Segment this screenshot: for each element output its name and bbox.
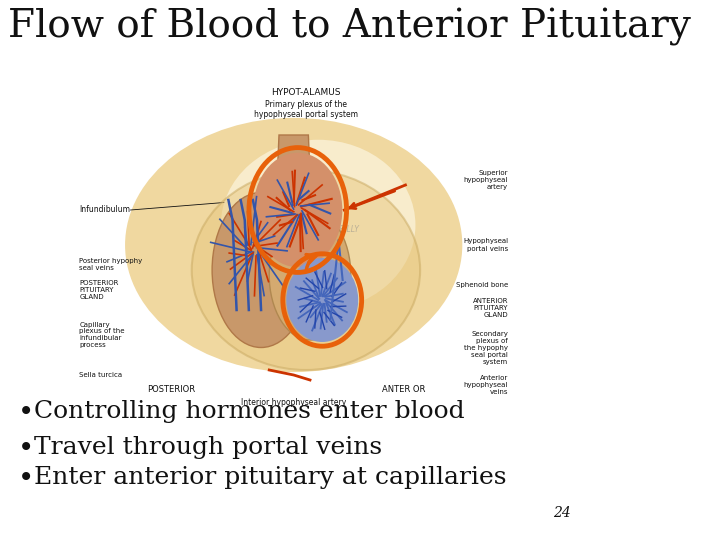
Text: Primary plexus of the
hypophyseal portal system: Primary plexus of the hypophyseal portal… — [254, 100, 358, 119]
Ellipse shape — [192, 170, 420, 370]
Text: Flow of Blood to Anterior Pituitary: Flow of Blood to Anterior Pituitary — [8, 8, 691, 46]
Text: O'REILLY: O'REILLY — [326, 226, 359, 234]
Text: Superior
hypophyseal
artery: Superior hypophyseal artery — [464, 170, 508, 190]
Ellipse shape — [212, 192, 310, 348]
Ellipse shape — [125, 118, 462, 372]
Text: Infundibulum: Infundibulum — [79, 206, 130, 214]
Text: Interior hypophyseal artery: Interior hypophyseal artery — [241, 398, 346, 407]
Text: POSTERIOR: POSTERIOR — [148, 385, 195, 394]
Text: Secondary
plexus of
the hypophy
seal portal
system: Secondary plexus of the hypophy seal por… — [464, 331, 508, 365]
Text: Enter anterior pituitary at capillaries: Enter anterior pituitary at capillaries — [35, 466, 507, 489]
Text: Posterior hypophy
seal veins: Posterior hypophy seal veins — [79, 259, 143, 272]
Ellipse shape — [221, 140, 415, 310]
Text: Sphenoid bone: Sphenoid bone — [456, 282, 508, 288]
Text: •: • — [18, 400, 34, 427]
FancyArrowPatch shape — [306, 254, 316, 269]
Text: Sella turcica: Sella turcica — [79, 372, 122, 378]
Polygon shape — [276, 135, 312, 210]
Text: Travel through portal veins: Travel through portal veins — [35, 436, 382, 459]
Text: HYPOT-ALAMUS: HYPOT-ALAMUS — [271, 88, 341, 97]
Text: ANTER OR: ANTER OR — [382, 385, 426, 394]
Text: •: • — [18, 466, 34, 493]
Text: Hypophyseal
portal veins: Hypophyseal portal veins — [463, 239, 508, 252]
Text: Anterior
hypophyseal
veins: Anterior hypophyseal veins — [464, 375, 508, 395]
Text: Capillary
plexus of the
infundibular
process: Capillary plexus of the infundibular pro… — [79, 321, 125, 348]
Ellipse shape — [269, 210, 351, 340]
Bar — [78, 80, 510, 390]
Ellipse shape — [253, 153, 342, 267]
Text: POSTERIOR
PITUITARY
GLAND: POSTERIOR PITUITARY GLAND — [79, 280, 119, 300]
Text: 24: 24 — [553, 506, 571, 520]
Text: ANTERIOR
PITUITARY
GLAND: ANTERIOR PITUITARY GLAND — [473, 298, 508, 318]
Text: Controlling hormones enter blood: Controlling hormones enter blood — [35, 400, 465, 423]
Text: •: • — [18, 436, 34, 463]
Ellipse shape — [287, 258, 359, 342]
